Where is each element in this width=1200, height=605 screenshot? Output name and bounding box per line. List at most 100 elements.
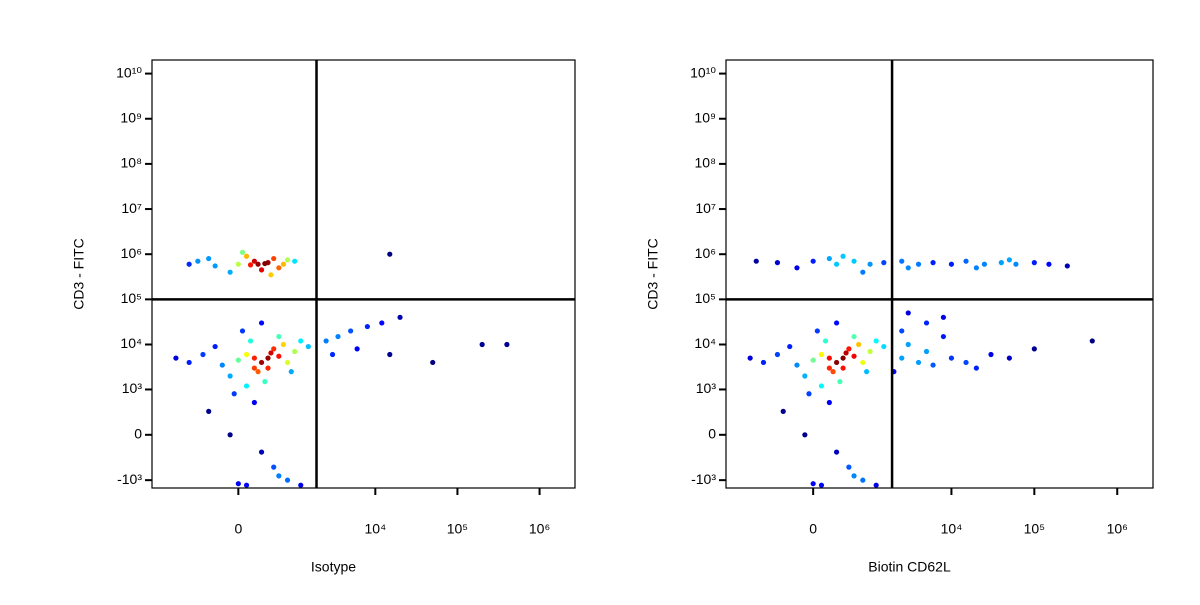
y-tick-label: 10⁹ — [694, 109, 716, 125]
event-dot — [243, 383, 250, 389]
event-dot — [915, 359, 922, 366]
event-dot — [810, 357, 816, 363]
event-dot — [905, 341, 911, 348]
x-tick-label: 10⁵ — [447, 521, 468, 537]
y-tick-label: 10⁴ — [120, 335, 142, 351]
event-dot — [479, 341, 485, 348]
event-dot — [1031, 346, 1037, 352]
x-tick-label: 10⁴ — [365, 521, 387, 537]
event-dot — [860, 477, 866, 483]
event-dot — [923, 348, 930, 355]
event-dot — [802, 373, 808, 379]
event-dot — [364, 323, 370, 330]
y-tick-label: 10⁵ — [695, 290, 716, 306]
event-dot — [1046, 261, 1052, 267]
y-tick-label: 10⁴ — [694, 335, 716, 351]
event-dot — [822, 338, 829, 344]
x-tick-label: 0 — [809, 521, 817, 537]
event-dot — [948, 355, 955, 361]
event-dot — [818, 383, 825, 389]
y-tick-label: 10⁷ — [121, 200, 142, 216]
event-dot — [840, 355, 846, 361]
event-dot — [830, 369, 836, 375]
event-dot — [227, 269, 233, 275]
event-dot — [206, 408, 212, 414]
event-dot — [810, 481, 816, 487]
y-tick-label: 10¹⁰ — [690, 64, 716, 80]
event-dot — [963, 258, 969, 264]
event-dot — [1089, 338, 1095, 344]
event-dot — [867, 348, 873, 355]
event-dot — [251, 365, 257, 371]
event-dot — [840, 253, 846, 259]
y-tick-label: 10⁷ — [695, 200, 716, 216]
event-dot — [826, 365, 832, 371]
event-dot — [760, 359, 767, 366]
event-dot — [802, 432, 808, 438]
event-dot — [239, 249, 246, 255]
event-dot — [329, 351, 336, 358]
event-dot — [930, 260, 936, 266]
event-dot — [258, 359, 265, 366]
event-dot — [251, 258, 257, 264]
event-dot — [206, 255, 212, 262]
event-dot — [905, 310, 911, 316]
event-dot — [235, 261, 241, 267]
event-dot — [276, 265, 282, 271]
event-dot — [268, 272, 274, 278]
event-dot — [851, 473, 857, 479]
event-dot — [948, 261, 955, 267]
event-dot — [186, 359, 192, 366]
y-tick-label: 0 — [134, 426, 142, 442]
event-dot — [794, 265, 800, 271]
event-dot — [387, 351, 393, 358]
event-dot — [860, 359, 866, 366]
event-dot — [354, 346, 360, 352]
event-dot — [195, 258, 201, 264]
event-dot — [840, 365, 846, 371]
x-tick-label: 10⁶ — [529, 521, 550, 537]
y-tick-label: 10⁶ — [695, 245, 716, 261]
event-dot — [833, 449, 840, 455]
x-tick-label: 10⁶ — [1107, 521, 1128, 537]
event-dot — [265, 355, 271, 361]
y-tick-label: -10³ — [117, 471, 142, 487]
plot-frame — [151, 59, 576, 489]
y-tick-label: 0 — [708, 426, 716, 442]
event-dot — [280, 341, 287, 348]
y-tick-label: 10⁶ — [121, 245, 142, 261]
event-dot — [973, 265, 979, 271]
x-tick-label: 0 — [234, 521, 242, 537]
event-dot — [856, 341, 862, 348]
event-dot — [826, 255, 832, 262]
plot-frame — [725, 59, 1154, 489]
event-dot — [276, 333, 282, 340]
event-dot — [284, 359, 291, 366]
event-dot — [826, 399, 832, 406]
event-dot — [235, 357, 241, 363]
event-dot — [774, 351, 781, 358]
event-dot — [271, 255, 277, 262]
event-dot — [818, 351, 825, 358]
event-dot — [227, 432, 233, 438]
x-tick-label: 10⁵ — [1024, 521, 1045, 537]
event-dot — [323, 338, 329, 344]
event-dot — [243, 482, 250, 488]
event-dot — [826, 355, 832, 361]
event-dot — [864, 369, 870, 375]
event-dot — [305, 343, 311, 350]
event-dot — [851, 333, 857, 340]
event-dot — [780, 408, 786, 414]
event-dot — [851, 258, 857, 264]
y-tick-label: 10³ — [122, 380, 143, 396]
event-dot — [200, 351, 206, 358]
y-tick-label: 10³ — [696, 380, 717, 396]
event-dot — [973, 365, 979, 371]
event-dot — [271, 464, 277, 470]
event-dot — [251, 399, 257, 406]
event-dot — [810, 258, 816, 264]
event-dot — [298, 482, 304, 488]
event-dot — [284, 477, 291, 483]
event-dot — [258, 449, 265, 455]
